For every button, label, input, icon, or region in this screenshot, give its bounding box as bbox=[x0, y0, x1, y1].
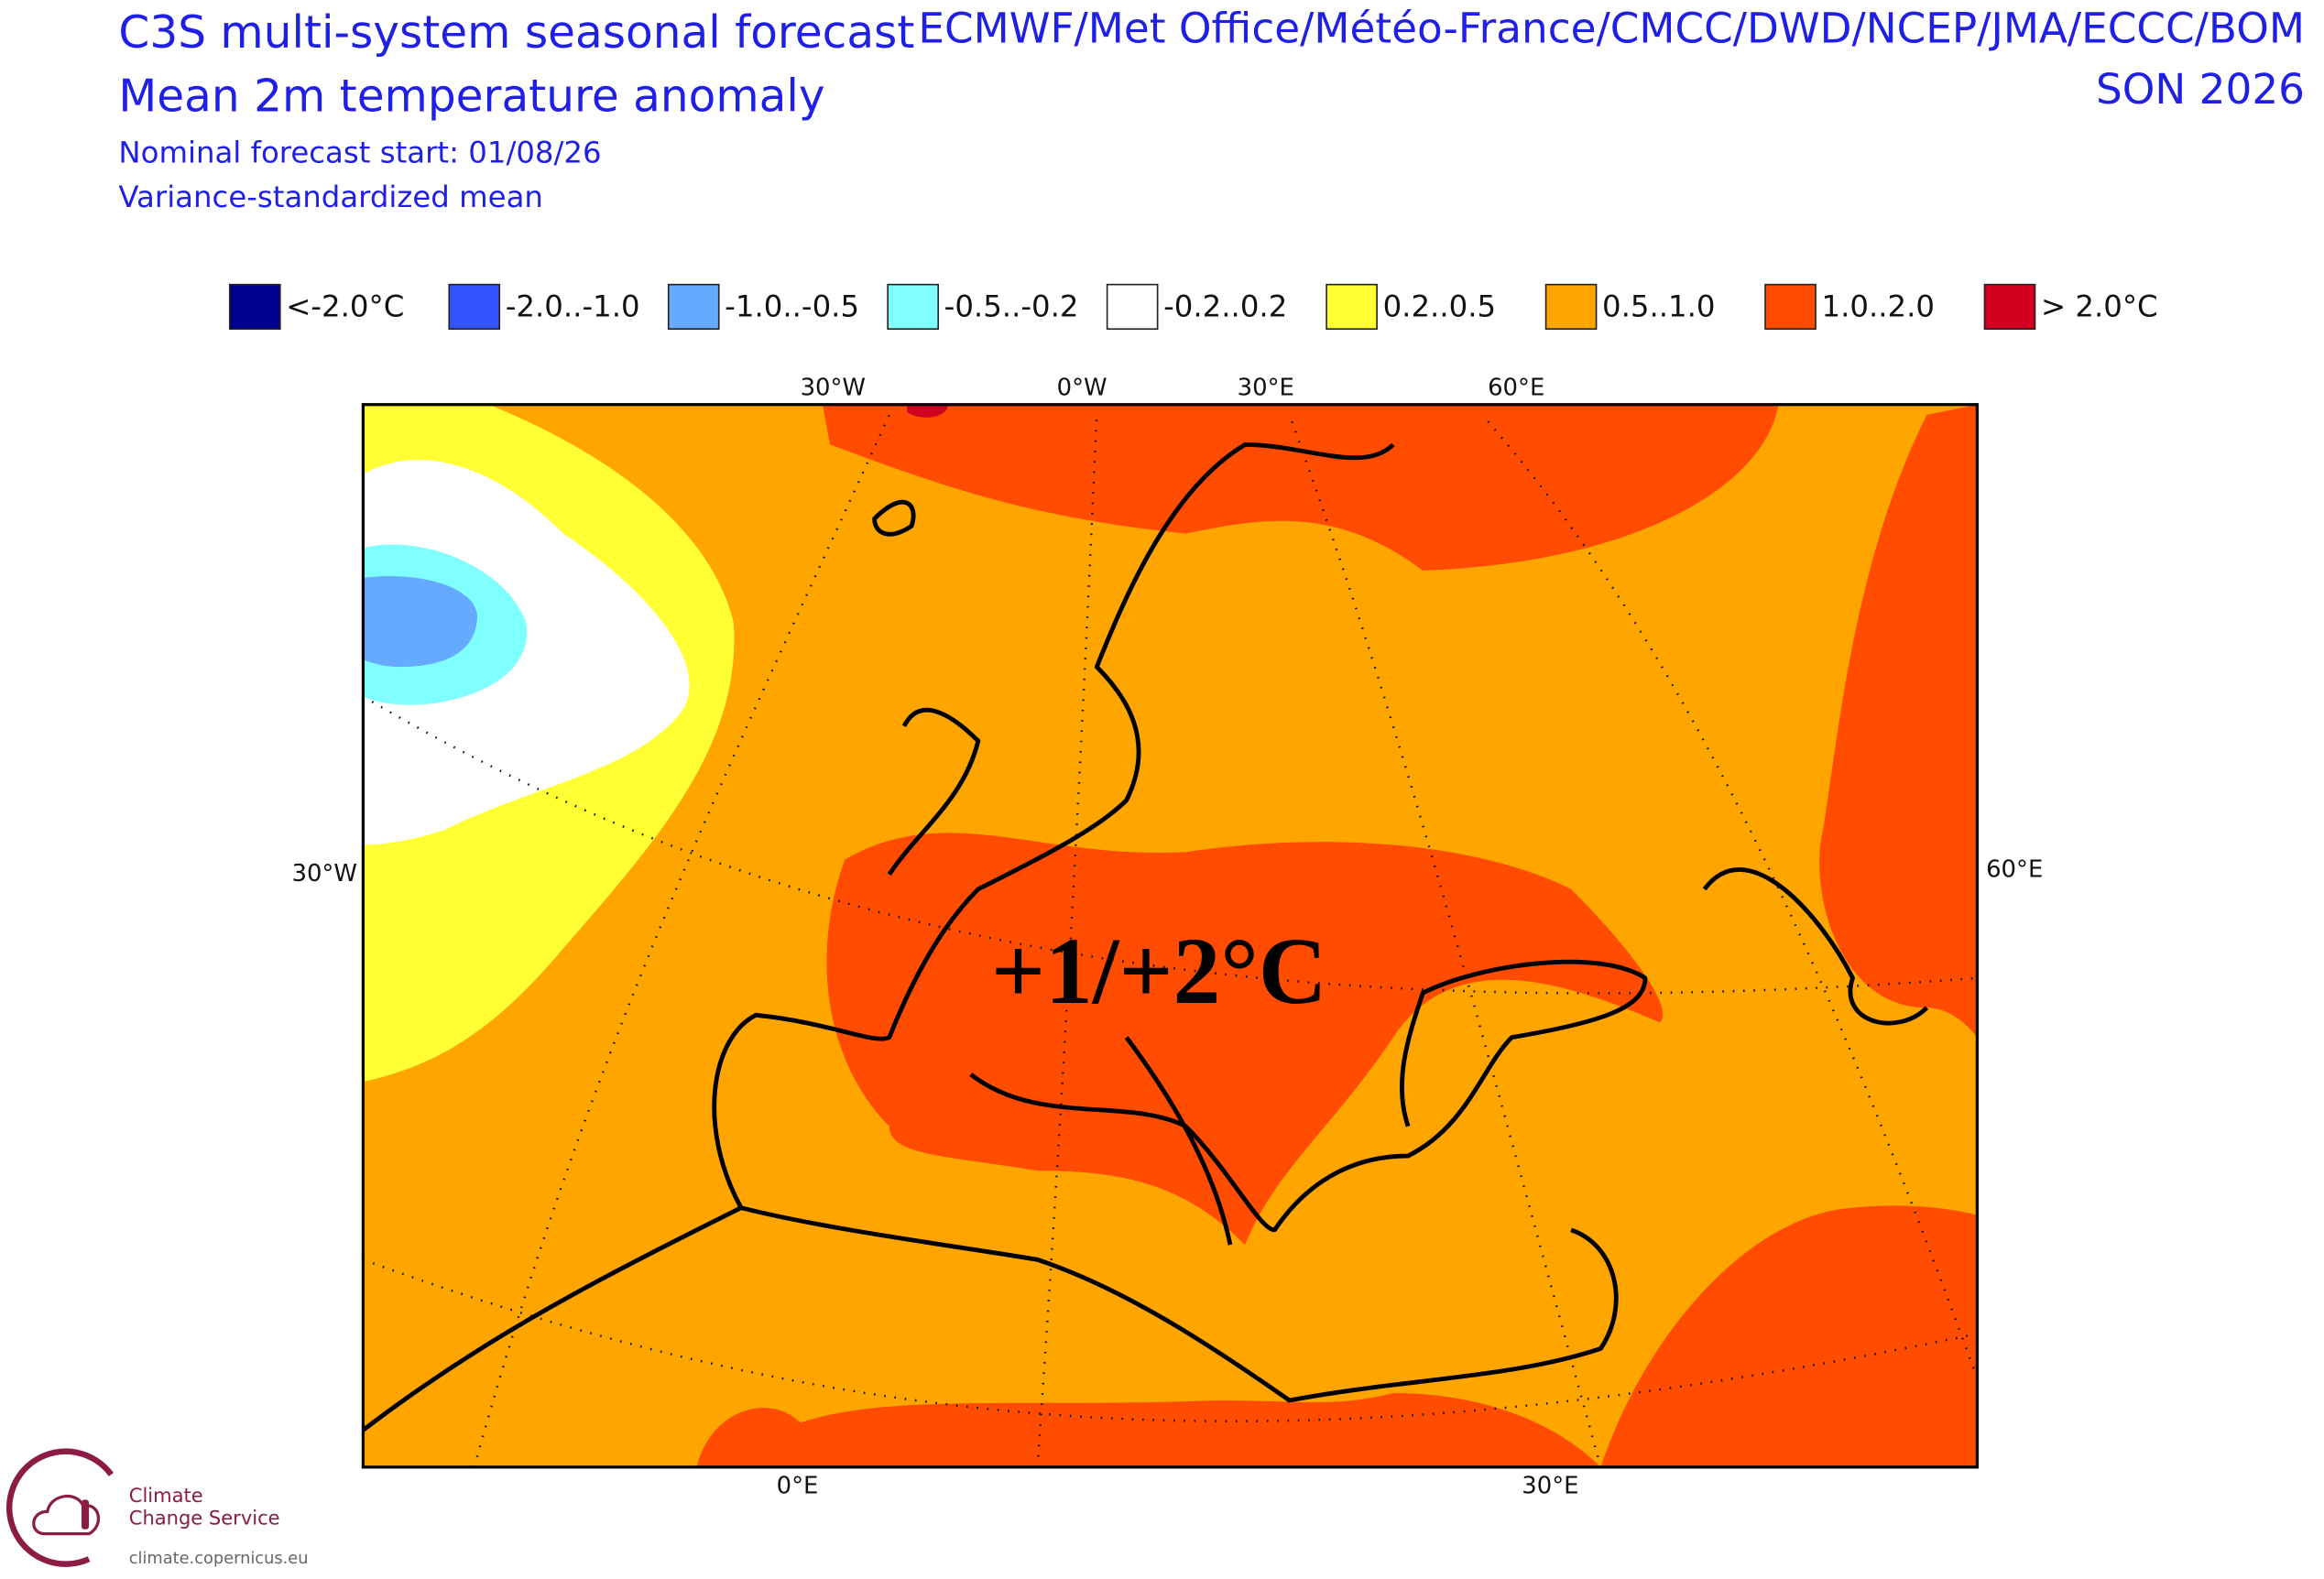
graticule-label: 30°E bbox=[1238, 374, 1294, 401]
legend-label: 0.2..0.5 bbox=[1383, 289, 1496, 324]
annotation: +1/+2°C bbox=[991, 920, 1327, 1024]
legend-label: 1.0..2.0 bbox=[1822, 289, 1935, 324]
anomaly-field bbox=[1600, 1205, 1978, 1467]
graticule-label: 30°W bbox=[291, 860, 356, 888]
legend-swatch bbox=[228, 283, 281, 331]
map-frame bbox=[361, 403, 1980, 1469]
legend-label: -1.0..-0.5 bbox=[725, 289, 859, 324]
coastline bbox=[363, 441, 1929, 1432]
logo-text: Change Service bbox=[129, 1506, 280, 1529]
legend-swatch bbox=[667, 283, 720, 331]
period: SON 2026 bbox=[2096, 65, 2305, 114]
title: C3S multi-system seasonal forecast bbox=[118, 7, 914, 59]
legend-label: -0.2..0.2 bbox=[1163, 289, 1287, 324]
logo-url: climate.copernicus.eu bbox=[129, 1549, 309, 1568]
legend-swatch bbox=[1764, 283, 1817, 331]
legend-swatch bbox=[1544, 283, 1598, 331]
map bbox=[363, 404, 1978, 1467]
legend-label: -0.5..-0.2 bbox=[944, 289, 1079, 324]
method: Variance-standardized mean bbox=[118, 180, 542, 214]
legend-label: <-2.0°C bbox=[286, 289, 404, 324]
logo-thermometer bbox=[81, 1499, 90, 1530]
anomaly-field bbox=[907, 404, 949, 418]
anomaly-field bbox=[696, 1392, 1601, 1467]
graticule-label: 0°W bbox=[1057, 374, 1107, 401]
legend-swatch bbox=[1106, 283, 1159, 331]
forecast-start: Nominal forecast start: 01/08/26 bbox=[118, 135, 601, 169]
logo-cloud bbox=[32, 1494, 100, 1536]
graticule-label: 0°E bbox=[777, 1472, 819, 1499]
legend-swatch bbox=[1326, 283, 1378, 331]
anomaly-field bbox=[822, 404, 1779, 571]
logo: Climate Change Service climate.copernicu… bbox=[5, 1448, 309, 1568]
graticule-label: 60°E bbox=[1986, 855, 2043, 883]
anomaly-field bbox=[1819, 404, 1978, 1038]
legend-swatch bbox=[1983, 283, 2036, 331]
legend-label: > 2.0°C bbox=[2041, 289, 2158, 324]
legend-label: 0.5..1.0 bbox=[1602, 289, 1715, 324]
centres: ECMWF/Met Office/Météo-France/CMCC/DWD/N… bbox=[918, 4, 2305, 52]
subtitle: Mean 2m temperature anomaly bbox=[118, 71, 824, 122]
graticule-label: 60°E bbox=[1488, 374, 1544, 401]
legend: <-2.0°C -2.0..-1.0 -1.0..-0.5 -0.5..-0.2 -0.… bbox=[228, 283, 2158, 331]
legend-label: -2.0..-1.0 bbox=[506, 289, 640, 324]
legend-swatch bbox=[887, 283, 939, 331]
anomaly-field bbox=[363, 575, 477, 668]
legend-swatch bbox=[448, 283, 501, 331]
logo-ring bbox=[5, 1448, 114, 1567]
graticule-label: 30°E bbox=[1522, 1472, 1578, 1499]
graticule-label: 30°W bbox=[801, 374, 866, 401]
logo-text: Climate bbox=[129, 1484, 203, 1507]
